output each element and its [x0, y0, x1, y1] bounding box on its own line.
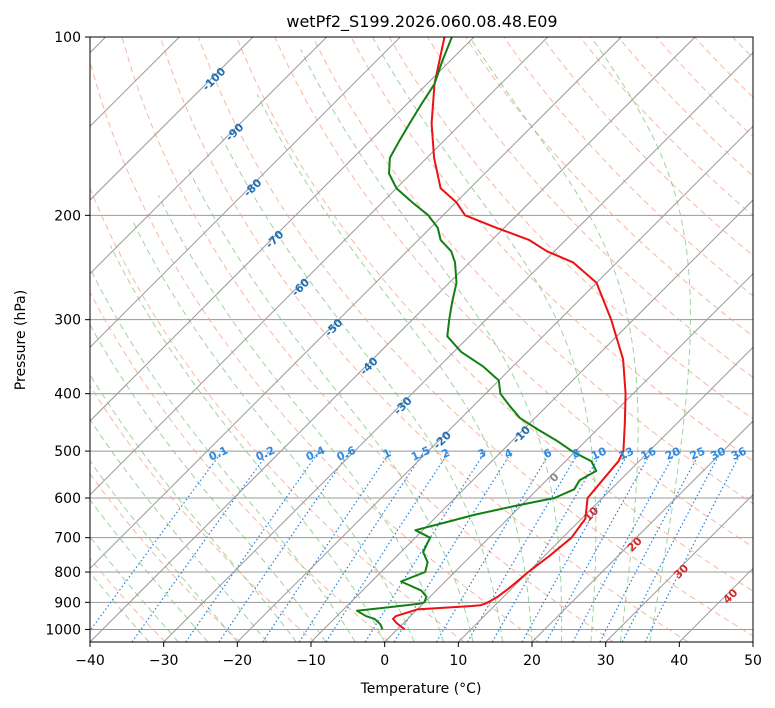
y-tick-label: 700 [54, 531, 81, 547]
dry-adiabat [503, 37, 753, 297]
moist-adiabat [90, 536, 179, 642]
y-tick-label: 800 [54, 565, 81, 581]
x-tick-label: 30 [597, 653, 615, 669]
mixing-ratio-line [545, 450, 653, 642]
y-tick-label: 300 [54, 313, 81, 329]
mixing-ratio-line [521, 450, 631, 642]
moist-adiabat [256, 94, 533, 642]
dry-adiabat [159, 37, 689, 642]
moist-adiabat [590, 37, 691, 642]
moist-adiabat [90, 323, 327, 642]
moist-adiabat [90, 498, 209, 642]
x-tick-label: 50 [744, 653, 762, 669]
isotherm [163, 51, 753, 642]
moist-adiabat [90, 267, 356, 642]
y-tick-label: 400 [54, 387, 81, 403]
x-tick-label: 0 [380, 653, 389, 669]
x-axis-title: Temperature (°C) [360, 681, 482, 697]
isotherm [310, 199, 753, 642]
dry-adiabat [388, 37, 753, 420]
chart-title: wetPf2_S199.2026.060.08.48.E09 [286, 12, 557, 32]
profiles [356, 37, 627, 631]
mixing-ratio-line [325, 450, 450, 642]
moist-adiabat [219, 132, 503, 642]
isotherm [531, 420, 753, 642]
isotherm [90, 37, 549, 496]
y-tick-label: 1000 [45, 622, 81, 638]
isotherm [90, 37, 401, 349]
isotherm [457, 346, 753, 642]
dry-adiabat [90, 291, 390, 642]
x-tick-label: 20 [523, 653, 541, 669]
temperature-profile [392, 37, 627, 631]
mixing-ratio-line [90, 450, 223, 632]
isotherm [90, 37, 696, 642]
mixing-ratio-line [262, 450, 392, 642]
moist-adiabat [90, 460, 238, 642]
isotherm [605, 493, 753, 642]
y-tick-label: 200 [54, 208, 81, 224]
isotherm [90, 37, 475, 422]
isotherm [90, 37, 328, 275]
mixing-ratio-label: 30 [708, 444, 728, 462]
dry-adiabats [90, 37, 753, 642]
mixing-ratio-line [572, 450, 677, 642]
mixing-ratio-label: 36 [729, 444, 749, 462]
y-tick-label: 500 [54, 444, 81, 460]
x-tick-label: 10 [449, 653, 467, 669]
pressure-gridlines [90, 37, 753, 630]
mixing-ratio-label: 10 [589, 444, 609, 462]
mixing-ratio-line [393, 450, 513, 642]
dry-adiabat [656, 37, 753, 138]
x-tick-label: 40 [670, 653, 688, 669]
moist-adiabat [186, 165, 474, 642]
y-axis-title: Pressure (hPa) [13, 290, 29, 390]
mixing-ratio-lines [90, 450, 743, 642]
y-axis: 1000 900 800 700 600 500 400 300 200 100 [45, 30, 90, 638]
plot-frame [89, 36, 754, 643]
dry-adiabat [236, 37, 753, 592]
dry-adiabat [274, 37, 753, 548]
mixing-ratio-line [644, 450, 743, 642]
isotherms [90, 37, 753, 642]
mixing-ratio-line [131, 450, 270, 642]
dry-adiabat [121, 37, 614, 642]
mixing-ratio-label: 16 [639, 444, 659, 462]
y-tick-label: 900 [54, 595, 81, 611]
mixing-ratio-label: 13 [617, 445, 636, 463]
dry-adiabat [90, 59, 540, 642]
dry-adiabat [198, 37, 753, 637]
x-tick-label: −40 [75, 653, 105, 669]
dry-adiabat [426, 37, 753, 379]
y-tick-label: 100 [54, 30, 81, 46]
isotherm [236, 125, 753, 642]
dry-adiabat [90, 187, 465, 642]
mixing-ratio-line [218, 450, 351, 642]
isotherm [90, 37, 622, 570]
dry-adiabat [541, 37, 753, 257]
y-tick-label: 600 [54, 491, 81, 507]
dry-adiabat [350, 37, 753, 462]
moist-adiabat [132, 221, 415, 642]
mixing-ratio-label: 20 [663, 444, 683, 462]
mixing-ratio-line [298, 450, 425, 642]
dry-adiabat [90, 472, 241, 642]
moist-adiabat [469, 37, 639, 642]
isotherm [384, 272, 753, 642]
x-tick-label: −30 [149, 653, 179, 669]
x-tick-label: −20 [223, 653, 253, 669]
dewpoint-profile [356, 37, 598, 630]
moist-adiabat [371, 37, 597, 642]
moist-adiabat [90, 418, 268, 642]
moist-adiabat [109, 245, 386, 642]
x-axis: −40 −30 −20 −10 0 10 20 30 40 50 [75, 642, 762, 669]
isotherm [90, 37, 254, 201]
x-tick-label: −10 [296, 653, 326, 669]
mixing-ratio-label: 25 [688, 445, 707, 463]
mixing-ratio-line [185, 450, 320, 642]
